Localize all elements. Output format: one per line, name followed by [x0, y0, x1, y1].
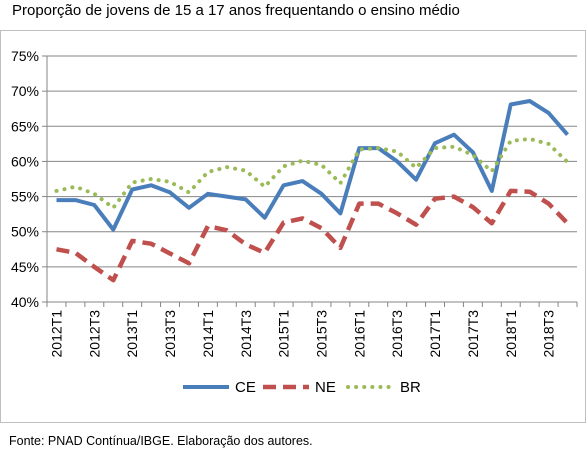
x-tick-label: 2017T3 — [465, 310, 481, 358]
series-line-br — [54, 136, 570, 210]
x-tick-label: 2014T1 — [200, 310, 216, 358]
y-tick-label: 55% — [11, 189, 39, 205]
legend-label-br: BR — [400, 379, 421, 396]
series-lines — [54, 99, 570, 283]
x-tick-label: 2017T1 — [427, 310, 443, 358]
source-note: Fonte: PNAD Contínua/IBGE. Elaboração do… — [9, 434, 313, 448]
y-tick-label: 60% — [11, 153, 39, 169]
x-tick-label: 2013T3 — [162, 310, 178, 358]
x-tick-label: 2015T1 — [276, 310, 292, 358]
y-tick-label: 45% — [11, 259, 39, 275]
x-tick-labels: 2012T1 2012T3 2013T1 2013T3 2014T1 2014T3 2015… — [48, 310, 556, 358]
series-line-ne — [56, 188, 570, 283]
line-chart: 40%45%50%55%60%65%70%75% 2012T1 2012T3 201… — [11, 48, 578, 396]
x-tick-label: 2012T1 — [48, 310, 64, 358]
y-tick-label: 70% — [11, 83, 39, 99]
x-tick-label: 2012T3 — [86, 310, 102, 358]
y-tick-label: 75% — [11, 48, 39, 64]
x-tick-label: 2015T3 — [313, 310, 329, 358]
x-tick-label: 2016T3 — [389, 310, 405, 358]
legend-label-ce: CE — [235, 379, 256, 396]
y-tick-label: 40% — [11, 294, 39, 310]
y-tick-label: 50% — [11, 224, 39, 240]
legend-label-ne: NE — [315, 379, 336, 396]
series-line-ce — [56, 99, 570, 232]
axes — [42, 55, 578, 307]
x-tick-label: 2016T1 — [351, 310, 367, 358]
chart-title: Proporção de jovens de 15 a 17 anos freq… — [12, 2, 460, 19]
chart-frame: 40% 45% 50% 55% 60% 65% 70% 75% 2012T1 2012T3 201… — [0, 30, 586, 423]
x-tick-label: 2014T3 — [238, 310, 254, 358]
y-tick-labels: 40% 45% 50% 55% 60% 65% 70% 75% — [11, 48, 39, 310]
legend: CE NE BR — [183, 379, 421, 396]
x-tick-label: 2018T3 — [541, 310, 557, 358]
x-tick-label: 2013T1 — [124, 310, 140, 358]
x-tick-label: 2018T1 — [503, 310, 519, 358]
y-tick-label: 65% — [11, 118, 39, 134]
gridlines — [47, 55, 577, 268]
